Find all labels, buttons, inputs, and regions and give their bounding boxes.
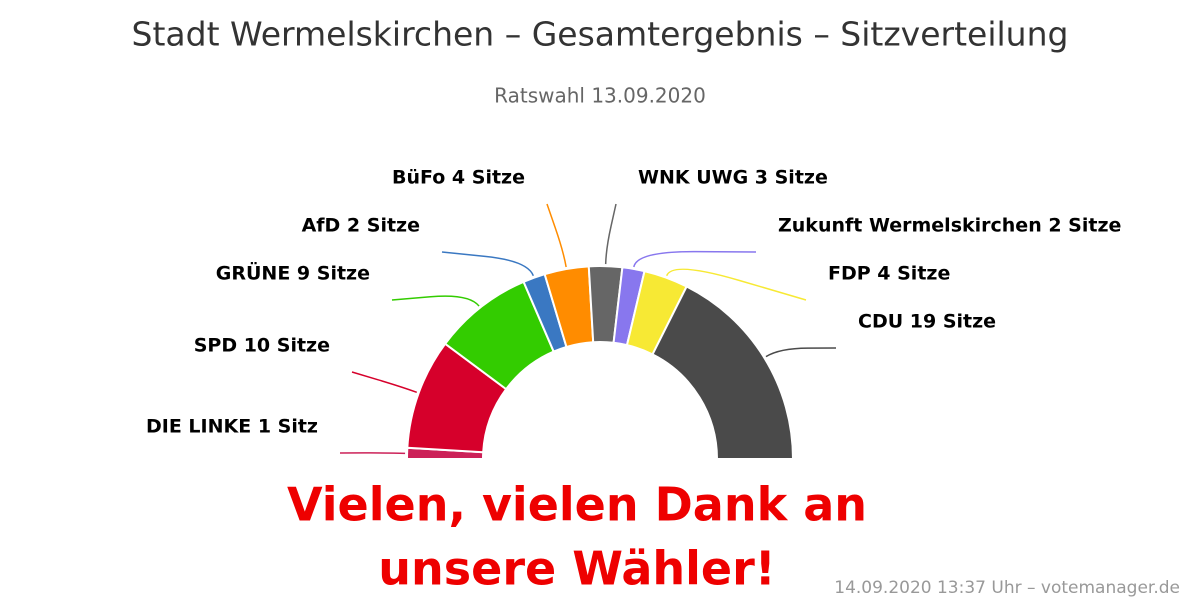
data-label: AfD 2 Sitze: [302, 215, 420, 237]
seat-segment: [651, 285, 795, 460]
chart-subtitle: Ratswahl 13.09.2020: [494, 84, 706, 108]
connector: [546, 203, 567, 268]
data-label: WNK UWG 3 Sitze: [638, 167, 828, 189]
connector: [633, 250, 757, 268]
data-label: DIE LINKE 1 Sitz: [146, 416, 318, 438]
data-label: Zukunft Wermelskirchen 2 Sitze: [778, 215, 1121, 237]
connector: [391, 295, 480, 307]
data-label: CDU 19 Sitze: [858, 311, 996, 333]
credit: 14.09.2020 13:37 Uhr – votemanager.de: [834, 578, 1180, 598]
data-label: BüFo 4 Sitze: [392, 167, 525, 189]
connector: [351, 371, 418, 394]
connector: [441, 251, 535, 277]
connector: [765, 347, 837, 358]
chart-title: Stadt Wermelskirchen – Gesamtergebnis – …: [132, 15, 1069, 54]
connector: [604, 203, 617, 265]
data-label: SPD 10 Sitze: [194, 335, 330, 357]
annotation: Vielen, vielen Dank an: [287, 478, 867, 532]
data-label: GRÜNE 9 Sitze: [216, 261, 370, 285]
data-label: FDP 4 Sitze: [828, 263, 950, 285]
connector: [665, 268, 807, 301]
annotation: unsere Wähler!: [378, 542, 776, 596]
